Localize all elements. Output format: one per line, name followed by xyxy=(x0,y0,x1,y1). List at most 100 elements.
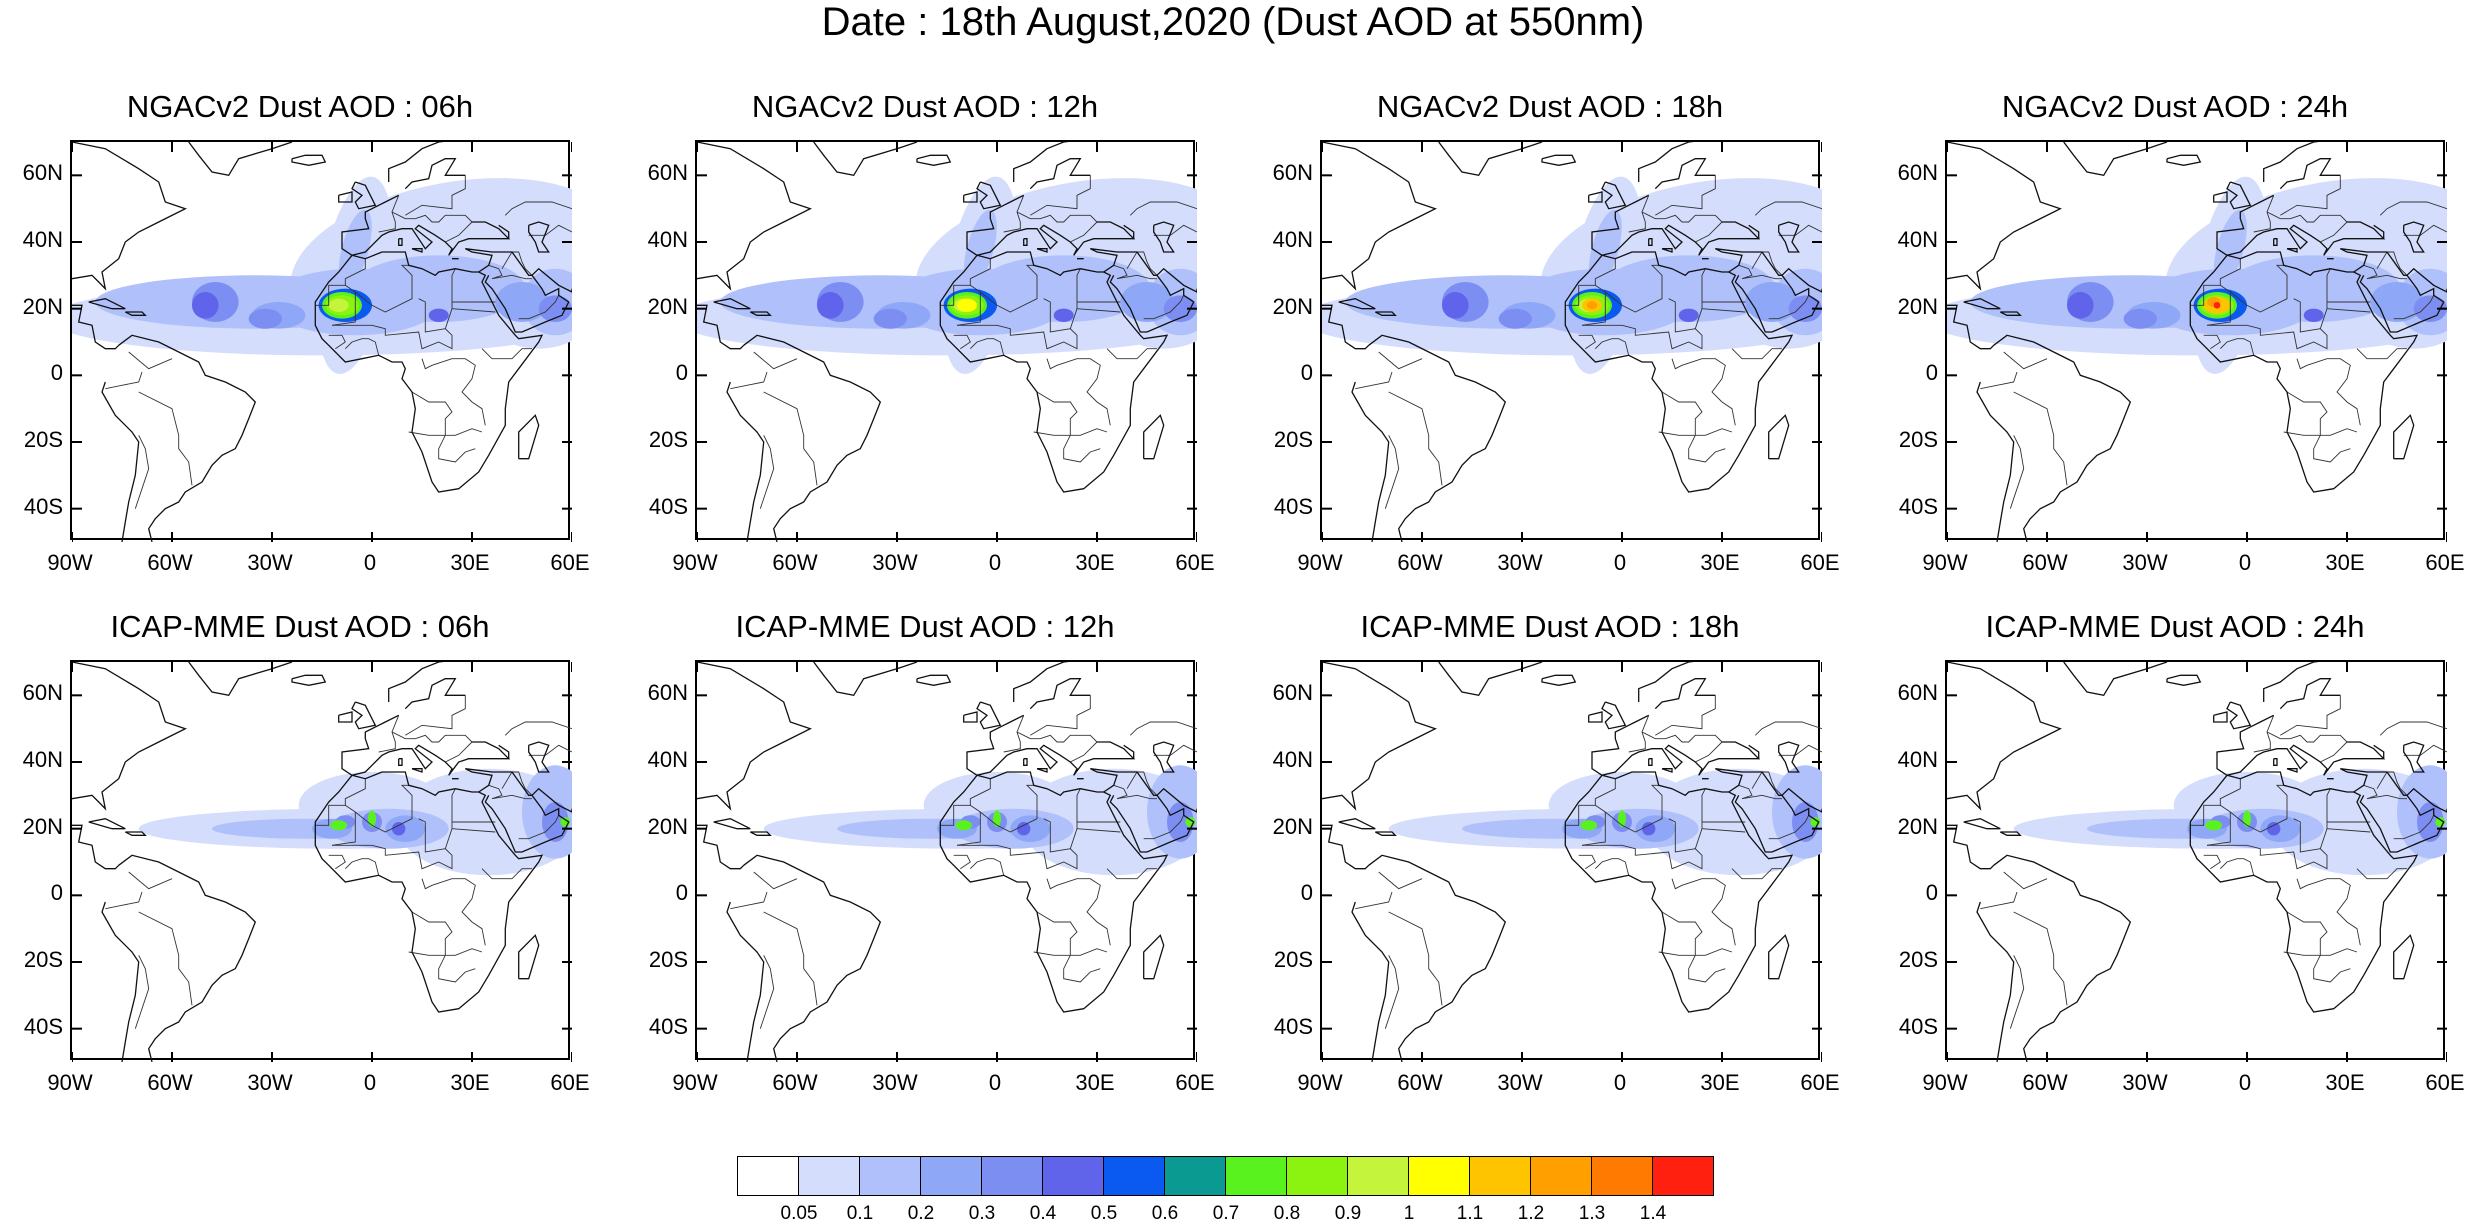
country-border xyxy=(378,715,400,753)
coastline xyxy=(1661,768,1673,773)
coastline xyxy=(1715,768,1820,853)
country-border xyxy=(134,955,150,1029)
coastline xyxy=(1947,824,1995,870)
coastline xyxy=(1661,248,1673,253)
coastline xyxy=(1648,238,1653,246)
lon-label: 0 xyxy=(363,550,377,575)
lon-label: 30E xyxy=(1075,550,1115,575)
lon-label: 0 xyxy=(2238,550,2252,575)
country-border xyxy=(1070,741,1098,763)
country-border xyxy=(2219,338,2255,356)
country-border xyxy=(481,348,532,360)
country-border xyxy=(970,784,1038,833)
coastline xyxy=(713,818,751,830)
lon-label: 0 xyxy=(2238,1070,2252,1095)
coastline xyxy=(101,901,140,1062)
coastline xyxy=(697,142,812,291)
coastline xyxy=(118,334,257,542)
country-border xyxy=(1655,175,1716,216)
lon-label: 30W xyxy=(1497,1070,1543,1095)
lon-label: 0 xyxy=(1613,550,1627,575)
country-border xyxy=(408,948,483,956)
coastline xyxy=(188,662,293,697)
map-panel: ICAP-MME Dust AOD : 06h 60N 40N 20N 0 20S 40S 9… xyxy=(0,610,600,1170)
country-border xyxy=(2376,771,2408,796)
coastline xyxy=(2189,771,2419,1013)
colorbar-box xyxy=(1469,1156,1531,1196)
map-frame xyxy=(1945,660,2447,1062)
lon-label: 60W xyxy=(147,1070,193,1095)
country-border xyxy=(1030,175,1091,216)
coastline xyxy=(916,674,952,686)
lat-label: 40N xyxy=(1272,747,1313,772)
country-border xyxy=(1731,868,1782,880)
country-border xyxy=(528,744,572,756)
country-border xyxy=(332,268,456,350)
country-border xyxy=(2283,428,2358,436)
lat-label: 20N xyxy=(1897,813,1938,839)
coastline xyxy=(726,381,765,542)
coastline xyxy=(1322,824,1370,870)
country-border xyxy=(2220,784,2288,833)
country-border xyxy=(2393,815,2435,840)
map-frame xyxy=(1945,140,2447,542)
country-border xyxy=(969,858,1005,876)
country-border xyxy=(2220,264,2288,313)
map-frame xyxy=(695,140,1197,542)
country-border xyxy=(1106,868,1157,880)
coastline xyxy=(1768,414,1790,460)
coastline xyxy=(101,381,140,542)
coastline xyxy=(1748,744,1760,759)
coastline xyxy=(2279,678,2341,710)
dust-plume xyxy=(538,295,572,322)
panel-title: ICAP-MME Dust AOD : 24h xyxy=(1985,609,2365,644)
lon-label: 60E xyxy=(550,550,590,575)
coastline xyxy=(1013,662,1097,702)
colorbar-label: 0.9 xyxy=(1334,1203,1362,1224)
dust-plume xyxy=(955,820,972,831)
coastline xyxy=(1338,298,1376,310)
colorbar-box xyxy=(1530,1156,1592,1196)
lat-label: 40N xyxy=(1272,227,1313,252)
country-border xyxy=(418,298,446,333)
coastline xyxy=(1036,248,1048,253)
country-border xyxy=(2320,221,2348,243)
coastline xyxy=(1541,154,1577,166)
coastline xyxy=(341,194,511,256)
country-border xyxy=(421,358,486,426)
map-frame xyxy=(1320,660,1822,1062)
country-border xyxy=(528,224,572,236)
colorbar-label: 0.8 xyxy=(1273,1203,1301,1224)
colorbar-box xyxy=(1103,1156,1165,1196)
coastline xyxy=(1591,714,1761,776)
coastline xyxy=(72,824,120,870)
country-border xyxy=(2013,911,2068,1006)
coastline xyxy=(1023,238,1028,246)
dust-plume xyxy=(2267,822,2281,836)
lat-label: 40S xyxy=(1898,1013,1938,1039)
country-border xyxy=(2376,251,2408,276)
lon-label: 60W xyxy=(1397,550,1443,575)
coastline xyxy=(2403,221,2425,253)
coastline xyxy=(743,854,882,1062)
colorbar-label: 1.2 xyxy=(1517,1203,1545,1224)
lon-label: 60E xyxy=(2425,1070,2465,1095)
country-border xyxy=(2296,358,2361,426)
country-border xyxy=(2403,744,2447,756)
country-border xyxy=(445,741,473,763)
country-border xyxy=(138,391,193,486)
coastline xyxy=(291,674,327,686)
country-border xyxy=(128,351,173,370)
country-border xyxy=(1384,435,1400,509)
country-border xyxy=(2363,784,2407,800)
coastline xyxy=(976,701,1002,730)
country-border xyxy=(1076,828,1121,833)
coastline xyxy=(2189,251,2419,493)
lat-label: 40N xyxy=(1897,747,1938,772)
country-border xyxy=(763,391,818,486)
country-border xyxy=(345,784,413,833)
coastline xyxy=(188,142,293,177)
country-border xyxy=(1738,784,1782,800)
map-frame xyxy=(1320,140,1822,542)
country-border xyxy=(2356,868,2407,880)
